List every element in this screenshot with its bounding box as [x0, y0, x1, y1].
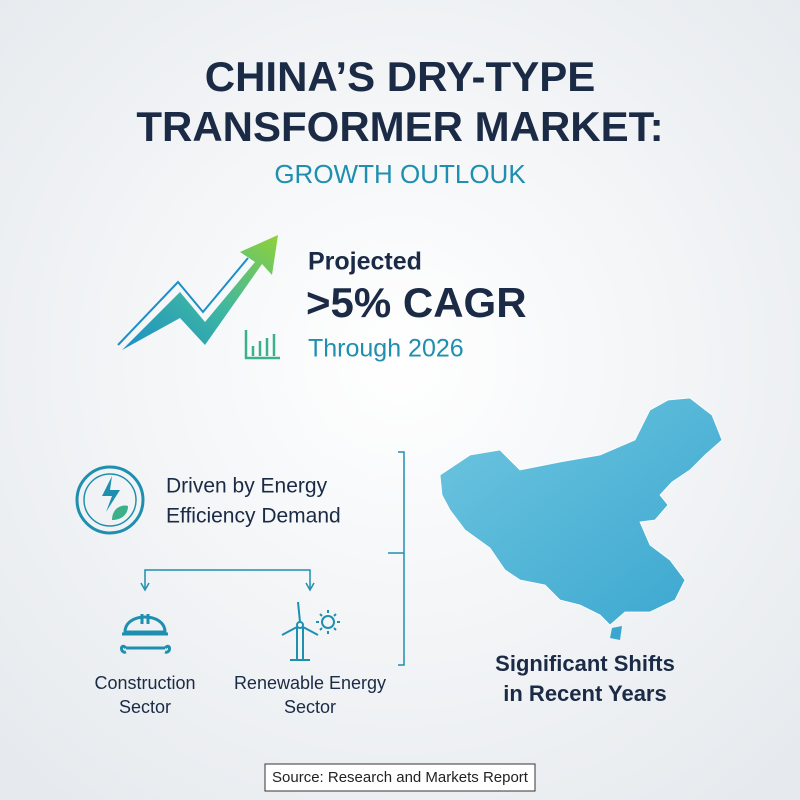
title-line: CHINA’S DRY-TYPE [205, 53, 596, 100]
sector-line: Construction [94, 673, 195, 693]
connector [140, 451, 405, 666]
driver-line: Efficiency Demand [166, 505, 341, 528]
energy-icon [75, 465, 145, 535]
map-caption: in Recent Years [503, 681, 666, 706]
bar-icon [244, 330, 280, 360]
map-caption: Significant Shifts [495, 651, 675, 676]
projection-headline: >5% CAGR [306, 279, 527, 326]
subtitle: GROWTH OUTLOUK [274, 159, 526, 189]
china-map [439, 397, 723, 626]
sector-line: Sector [119, 697, 171, 717]
sector-line: Renewable Energy [234, 673, 386, 693]
driver-line: Driven by Energy [166, 475, 328, 498]
title-line: TRANSFORMER MARKET: [136, 103, 663, 150]
wind-turbine-icon [281, 601, 340, 661]
growth-arrow [117, 235, 278, 350]
map-island [610, 626, 622, 640]
projection-label: Projected [308, 248, 422, 276]
construction-icon [120, 614, 171, 654]
source: Source: Research and Markets Report [272, 769, 529, 786]
projection-period: Through 2026 [308, 335, 464, 363]
sector-line: Sector [284, 697, 336, 717]
source-box [264, 763, 536, 792]
